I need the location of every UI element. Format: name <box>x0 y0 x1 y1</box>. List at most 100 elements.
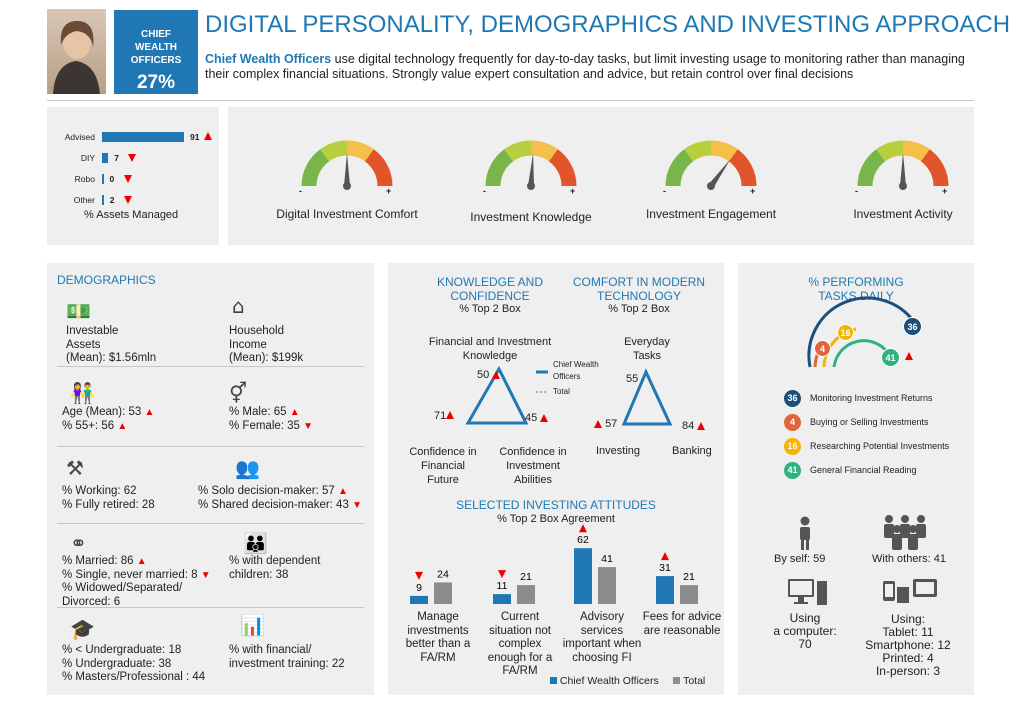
assets-row-label: Advised <box>64 132 95 142</box>
demographic-line: % 55+: 56 ▲ <box>62 420 154 434</box>
bar-cwo <box>656 576 674 604</box>
badge-title: CHIEF WEALTH OFFICERS <box>130 29 182 66</box>
knowledge-subtitle: % Top 2 Box <box>459 303 521 315</box>
task-bubble: 41 <box>881 348 900 367</box>
assets-row-value: 0 <box>109 174 115 184</box>
task-legend-badge: 16 <box>784 438 801 455</box>
gauge-label: Digital Investment Comfort <box>276 207 418 221</box>
left-top-label: Financial and Investment Knowledge <box>428 336 552 362</box>
up-arrow-icon <box>594 420 602 429</box>
demographic-line: Household <box>229 325 284 337</box>
by-self-text: By self: 59 <box>774 553 826 565</box>
bar-total <box>680 585 698 604</box>
gauge-label: Investment Knowledge <box>470 210 592 224</box>
legend-cwo-label: Chief Wealth Officers <box>553 360 599 381</box>
up-arrow-icon <box>204 132 212 140</box>
demographic-text: % Married: 86 ▲% Single, never married: … <box>62 555 211 609</box>
demographic-line: % Working: 62 <box>62 485 137 497</box>
up-arrow-icon: ▲ <box>337 486 348 497</box>
legend-cwo-square <box>550 677 557 684</box>
demographic-text: Household Income (Mean): $199k <box>229 325 303 366</box>
group-icon <box>884 515 926 550</box>
money-icon: 💵 <box>66 299 91 323</box>
down-arrow-icon: ▼ <box>200 569 211 581</box>
gauge-segment <box>710 140 738 162</box>
demographic-text: % < Undergraduate: 18% Undergraduate: 38… <box>62 644 205 685</box>
assets-row-label: Robo <box>74 174 95 184</box>
page-title: DIGITAL PERSONALITY, DEMOGRAPHICS AND IN… <box>205 11 1011 38</box>
arc-green <box>832 339 890 368</box>
portrait-photo <box>47 9 106 94</box>
demographic-line: children: 38 <box>229 568 289 581</box>
right-bl-value: 57 <box>594 418 617 430</box>
gauge-segment <box>857 149 886 187</box>
assets-bar <box>102 132 184 142</box>
demographic-text: % Male: 65 ▲% Female: 35 ▼ <box>229 406 313 433</box>
gauge: - + Digital Investment Comfort <box>276 140 418 230</box>
attitudes-legend-cwo: Chief Wealth Officers <box>559 675 659 687</box>
bar-total <box>517 585 535 604</box>
gauge-segment <box>548 149 577 187</box>
gauge-dial <box>857 140 949 190</box>
task-legend-badge: 36 <box>784 390 801 407</box>
gauge-label: Investment Engagement <box>645 207 777 221</box>
left-br-value-text: 45 <box>525 412 538 424</box>
right-bl-value-text: 57 <box>605 418 618 430</box>
bar-total <box>434 582 452 604</box>
gauge-plus: + <box>570 186 576 196</box>
graduation-cap-icon: 🎓 <box>70 617 95 641</box>
demographic-line-text: % Solo decision-maker: 57 <box>198 485 338 497</box>
demographics-divider <box>57 366 364 367</box>
devices-text: Using: Tablet: 11 Smartphone: 12 Printed… <box>865 612 951 678</box>
demographic-line: % Single, never married: 8 ▼ <box>62 569 211 583</box>
gauge-minus: - <box>663 186 666 196</box>
bar-category-label: Fees for advice are reasonable <box>642 611 722 637</box>
demographic-line: (Mean): $1.56mln <box>66 352 157 364</box>
technology-subtitle: % Top 2 Box <box>608 303 670 315</box>
gauge: - + Investment Activity <box>838 140 958 230</box>
gauge-segment <box>364 149 393 187</box>
down-arrow-icon <box>123 196 132 204</box>
gauge-needle <box>344 153 350 186</box>
right-top-label: Everyday Tasks <box>624 336 670 362</box>
bar-value-label: 9 <box>416 582 422 594</box>
left-top-value-text: 50 <box>477 369 490 381</box>
attitudes-legend-total: Total <box>683 675 706 687</box>
intro-text: use digital technology frequently for da… <box>205 52 965 81</box>
demographic-line: Investable <box>66 325 119 337</box>
gauge-plus: + <box>750 186 756 196</box>
legend-total-label: Total <box>553 387 570 396</box>
gauge-segment <box>665 149 694 187</box>
demographics-heading: DEMOGRAPHICS <box>57 273 156 287</box>
bar-category-label: Manage investments better than a FA/RM <box>405 611 471 664</box>
gauge-segment <box>320 140 348 162</box>
meeting-icon: 👥 <box>235 456 260 480</box>
gauge-segment <box>876 140 904 162</box>
assets-row-label: DIY <box>80 153 95 163</box>
down-arrow-icon: ▼ <box>352 499 362 511</box>
demographic-text: % Solo decision-maker: 57 ▲% Shared deci… <box>198 485 362 512</box>
demographic-line-text: % 55+: 56 <box>62 419 118 432</box>
assets-row-value: 91 <box>190 132 200 142</box>
gauge: - + Investment Engagement <box>646 140 776 230</box>
radar-charts <box>465 365 673 426</box>
bar-cwo <box>410 595 428 604</box>
gauge-segment <box>485 149 514 187</box>
demographics-divider <box>57 446 364 447</box>
attitudes-subtitle: % Top 2 Box Agreement <box>497 513 615 525</box>
demographic-line: % Female: 35 ▼ <box>229 420 313 434</box>
tasks-title: % PERFORMING TASKS DAILY <box>808 275 904 303</box>
computer-text: Using a computer: 70 <box>773 611 837 651</box>
task-bubble: 36 <box>903 317 922 336</box>
tasks-arc-chart <box>807 296 918 368</box>
assets-bar <box>102 195 104 205</box>
gauge: - + Investment Knowledge <box>466 140 592 230</box>
left-bl-label: Confidence in Financial Future <box>409 446 477 486</box>
assets-bar <box>102 153 109 163</box>
bar-cwo <box>493 594 511 604</box>
right-br-value: 84 <box>682 420 706 432</box>
down-arrow-icon <box>415 571 423 580</box>
up-arrow-icon <box>579 524 587 533</box>
down-arrow-icon <box>123 175 132 183</box>
demographic-line: Age (Mean): 53 ▲ <box>62 406 154 420</box>
